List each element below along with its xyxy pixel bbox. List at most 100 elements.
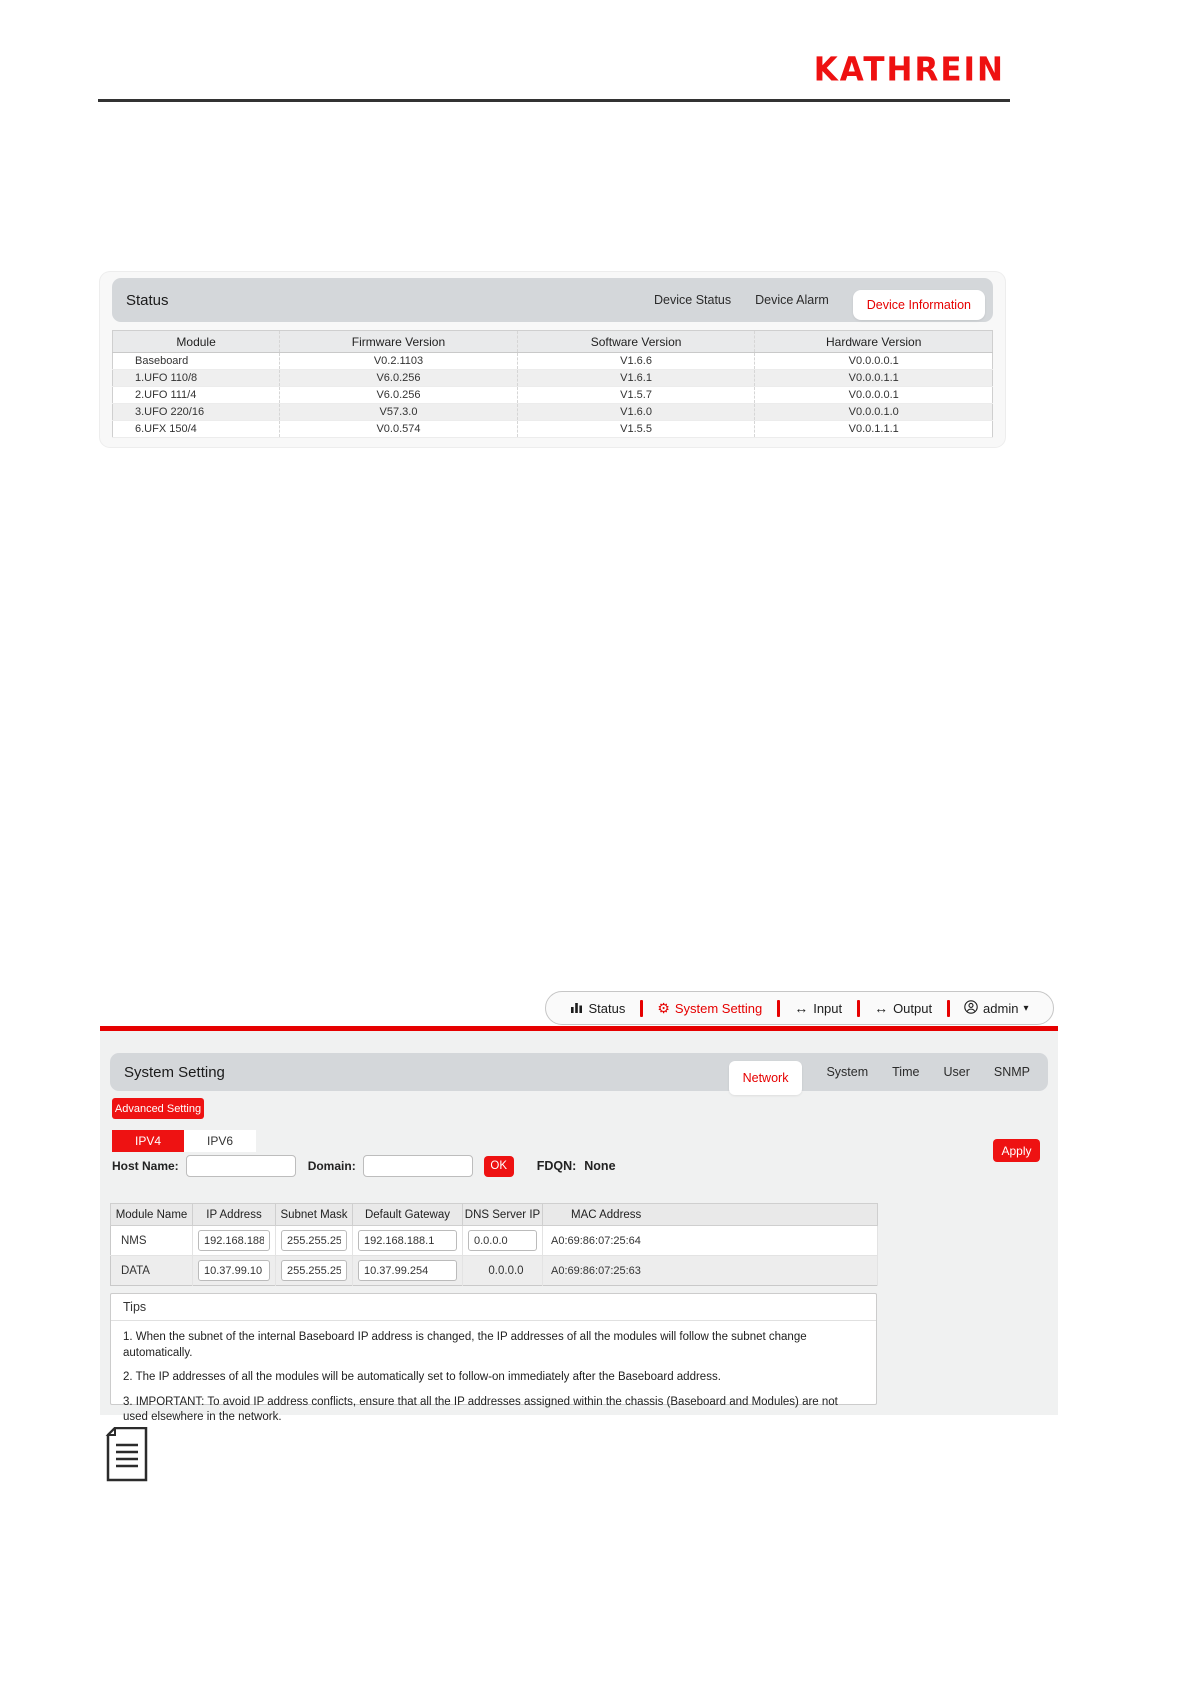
nav-separator <box>776 999 780 1017</box>
document-icon <box>105 1425 149 1488</box>
kathrein-logo: KATHREIN <box>813 51 1005 89</box>
software-cell: V1.6.0 <box>516 403 755 421</box>
nav-separator <box>856 999 860 1017</box>
module-cell: 1.UFO 110/8 <box>112 369 280 387</box>
nav-admin-menu[interactable]: admin ▾ <box>964 1000 1028 1016</box>
double-arrow-icon: ↔ <box>794 1000 809 1016</box>
col-software-version: Software Version <box>516 330 755 353</box>
data-ip-address-input[interactable] <box>198 1260 270 1281</box>
top-navbar: Status ⚙ System Setting ↔ Input ↔ Output… <box>545 991 1054 1025</box>
nav-status[interactable]: Status <box>570 1001 625 1016</box>
data-default-gateway-input[interactable] <box>358 1260 457 1281</box>
col-default-gateway: Default Gateway <box>352 1203 463 1226</box>
domain-label: Domain: <box>307 1159 356 1173</box>
tab-ipv6[interactable]: IPV6 <box>184 1130 256 1152</box>
firmware-cell: V6.0.256 <box>279 369 518 387</box>
module-name-cell: DATA <box>110 1255 193 1286</box>
tip-item: 2. The IP addresses of all the modules w… <box>123 1371 721 1384</box>
nav-label: Output <box>893 1000 933 1016</box>
fdqn-value: None <box>584 1159 616 1173</box>
nav-label: admin <box>983 1000 1019 1016</box>
nms-default-gateway-input[interactable] <box>358 1230 457 1251</box>
dns-server-cell: 0.0.0.0 <box>462 1255 543 1286</box>
table-row: 1.UFO 110/8 V6.0.256 V1.6.1 V0.0.0.1.1 <box>112 369 993 387</box>
apply-button[interactable]: Apply <box>993 1139 1040 1162</box>
user-icon <box>964 1000 978 1016</box>
mac-address-cell: A0:69:86:07:25:64 <box>542 1225 878 1256</box>
fdqn-field: FDQN: None <box>537 1159 616 1173</box>
ok-button[interactable]: OK <box>483 1155 514 1177</box>
table-header-row: Module Name IP Address Subnet Mask Defau… <box>110 1203 878 1226</box>
table-header-row: Module Firmware Version Software Version… <box>112 330 993 353</box>
data-subnet-mask-input[interactable] <box>281 1260 347 1281</box>
bar-chart-icon <box>570 1001 583 1016</box>
nav-system-setting[interactable]: ⚙ System Setting <box>657 1001 762 1016</box>
caret-down-icon: ▾ <box>1023 1002 1029 1014</box>
col-ip-address: IP Address <box>192 1203 276 1226</box>
host-domain-row: Host Name: Domain: OK FDQN: None <box>112 1155 616 1177</box>
nav-output[interactable]: ↔ Output <box>874 1001 932 1016</box>
domain-input[interactable] <box>362 1155 473 1177</box>
hardware-cell: V0.0.0.0.1 <box>754 352 993 370</box>
nav-separator <box>639 999 643 1017</box>
tab-device-alarm[interactable]: Device Alarm <box>755 293 829 307</box>
network-config-table: Module Name IP Address Subnet Mask Defau… <box>110 1203 878 1286</box>
firmware-cell: V0.2.1103 <box>279 352 518 370</box>
col-module-name: Module Name <box>110 1203 193 1226</box>
software-cell: V1.6.6 <box>516 352 755 370</box>
nav-label: Input <box>813 1000 843 1016</box>
nav-label: Status <box>588 1000 626 1016</box>
fdqn-label: FDQN: <box>536 1159 577 1173</box>
software-cell: V1.6.1 <box>516 369 755 387</box>
gear-icon: ⚙ <box>657 1000 670 1016</box>
hardware-cell: V0.0.0.1.1 <box>754 369 993 387</box>
module-cell: 2.UFO 111/4 <box>112 386 280 404</box>
tip-item: 3. IMPORTANT: To avoid IP address confli… <box>123 1395 838 1424</box>
table-row-nms: NMS A0:69:86:07:25:64 <box>110 1225 878 1256</box>
double-arrow-icon: ↔ <box>874 1000 889 1016</box>
advanced-setting-button[interactable]: Advanced Setting <box>112 1098 204 1119</box>
hardware-cell: V0.0.0.0.1 <box>754 386 993 404</box>
host-name-label: Host Name: <box>112 1159 179 1173</box>
tip-item: 1. When the subnet of the internal Baseb… <box>123 1331 807 1359</box>
status-tabs: Device Status Device Alarm Device Inform… <box>654 278 985 322</box>
module-cell: Baseboard <box>112 352 280 370</box>
col-subnet-mask: Subnet Mask <box>275 1203 353 1226</box>
host-name-input[interactable] <box>185 1155 296 1177</box>
table-row: 6.UFX 150/4 V0.0.574 V1.5.5 V0.0.1.1.1 <box>112 420 993 438</box>
module-cell: 6.UFX 150/4 <box>112 420 280 438</box>
table-row: 3.UFO 220/16 V57.3.0 V1.6.0 V0.0.0.1.0 <box>112 403 993 421</box>
system-setting-panel-header: System Setting Network System Time User … <box>110 1053 1048 1095</box>
tab-time[interactable]: Time <box>892 1065 920 1079</box>
system-setting-screenshot: System Setting Network System Time User … <box>100 1031 1058 1423</box>
status-panel-title: Status <box>126 291 169 309</box>
status-panel-header: Status Device Status Device Alarm Device… <box>112 278 993 322</box>
firmware-cell: V6.0.256 <box>279 386 518 404</box>
table-row: 2.UFO 111/4 V6.0.256 V1.5.7 V0.0.0.0.1 <box>112 386 993 404</box>
col-firmware-version: Firmware Version <box>279 330 518 353</box>
tips-list: 1. When the subnet of the internal Baseb… <box>111 1321 876 1444</box>
tips-title: Tips <box>111 1294 876 1321</box>
nms-ip-address-input[interactable] <box>198 1230 270 1251</box>
tab-snmp[interactable]: SNMP <box>993 1065 1030 1079</box>
tab-device-information[interactable]: Device Information <box>852 290 985 320</box>
nav-input[interactable]: ↔ Input <box>794 1001 842 1016</box>
col-module: Module <box>112 330 280 353</box>
hardware-cell: V0.0.1.1.1 <box>754 420 993 438</box>
tips-panel: Tips 1. When the subnet of the internal … <box>110 1293 877 1423</box>
module-name-cell: NMS <box>110 1225 193 1256</box>
mac-address-cell: A0:69:86:07:25:63 <box>542 1255 878 1286</box>
table-row-data: DATA 0.0.0.0 A0:69:86:07:25:63 <box>110 1255 878 1286</box>
nav-label: System Setting <box>674 1000 763 1016</box>
tab-network[interactable]: Network <box>728 1061 803 1095</box>
tab-device-status[interactable]: Device Status <box>654 293 732 307</box>
nms-dns-server-input[interactable] <box>468 1230 537 1251</box>
col-mac-address: MAC Address <box>542 1203 878 1226</box>
nms-subnet-mask-input[interactable] <box>281 1230 347 1251</box>
device-version-table: Module Firmware Version Software Version… <box>112 330 993 438</box>
nav-separator <box>946 999 950 1017</box>
table-row: Baseboard V0.2.1103 V1.6.6 V0.0.0.0.1 <box>112 352 993 370</box>
tab-ipv4[interactable]: IPV4 <box>112 1130 184 1152</box>
tab-system[interactable]: System <box>826 1065 869 1079</box>
tab-user[interactable]: User <box>943 1065 970 1079</box>
